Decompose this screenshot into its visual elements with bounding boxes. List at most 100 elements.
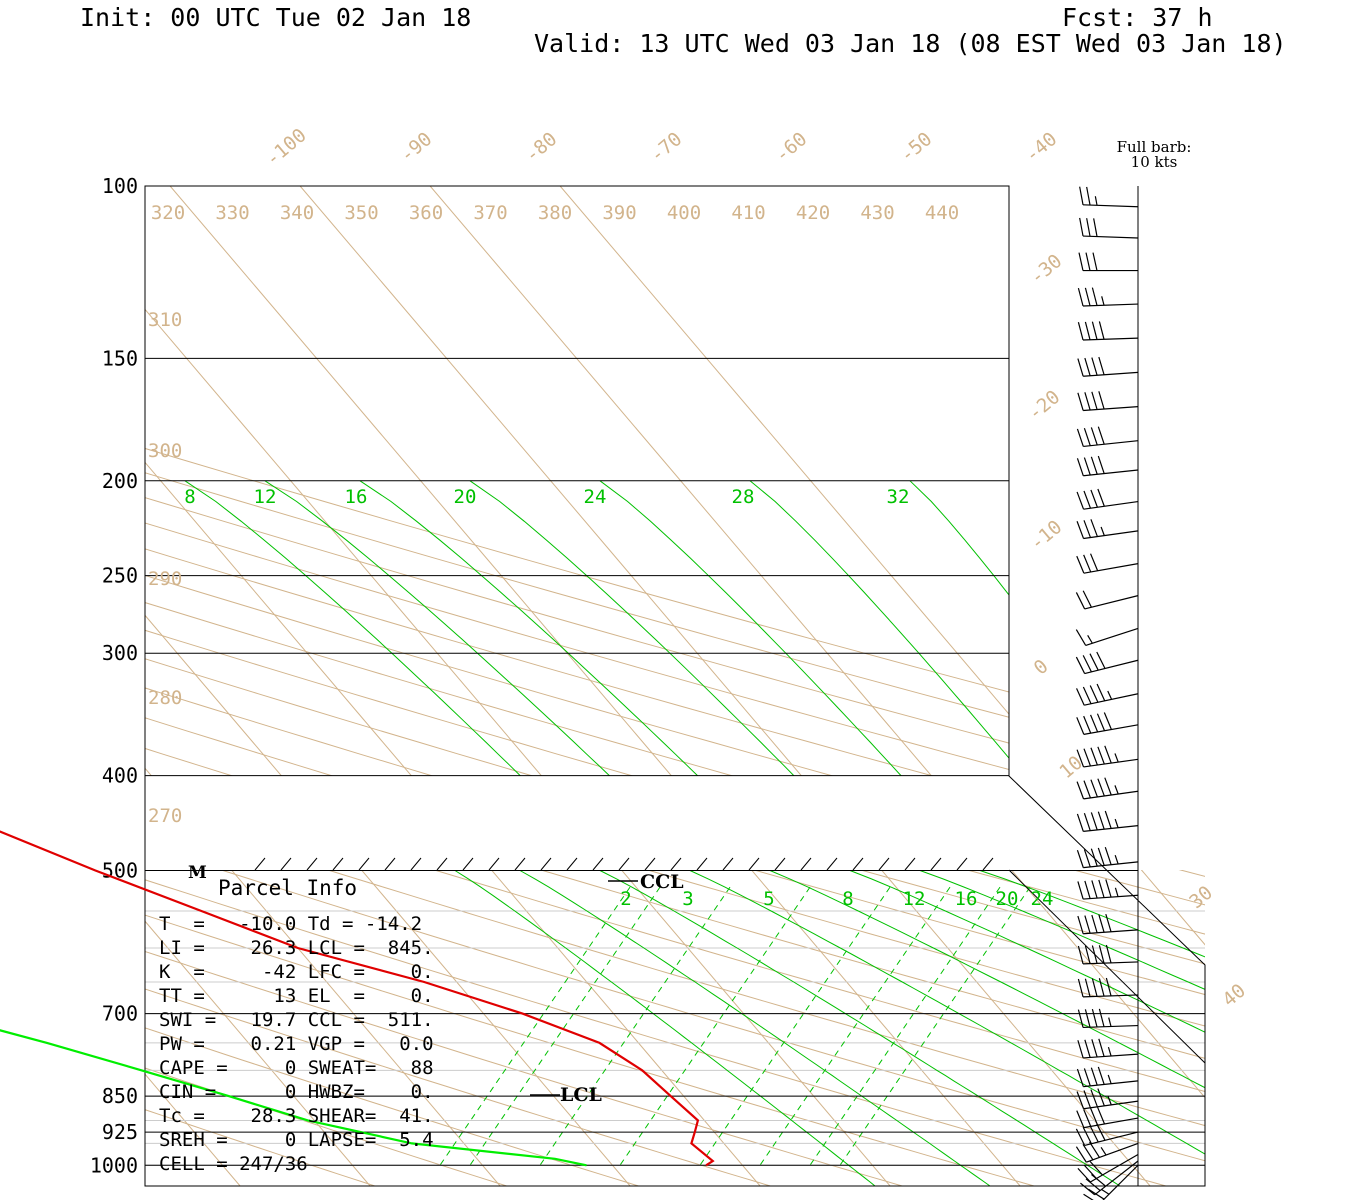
barb-feather	[1077, 287, 1084, 307]
mixing-ratio-label: 12	[254, 486, 277, 508]
barb-legend-units: 10 kts	[1131, 153, 1178, 171]
mixing-ratio-dashed	[759, 886, 951, 1166]
barb-feather	[1083, 457, 1091, 476]
theta-label: 340	[280, 202, 314, 224]
hatch-mark	[384, 857, 396, 871]
forecast-hour: Fcst: 37 h	[1062, 3, 1213, 32]
isotherm-line	[490, 870, 761, 1186]
mixing-ratio-label: 3	[682, 888, 693, 910]
barb-feather	[1090, 553, 1099, 571]
isotherm-line	[145, 614, 283, 776]
theta-label: 370	[473, 202, 507, 224]
mixing-ratio-label: 32	[887, 486, 910, 508]
wind-barb	[1075, 627, 1139, 646]
isotherm-label: 10	[1055, 752, 1087, 784]
wind-barb	[1075, 651, 1139, 675]
mixing-ratio-line	[454, 870, 876, 1186]
dry-adiabat-line	[145, 447, 1009, 693]
hatch-mark	[618, 857, 630, 871]
theta-label: 420	[796, 202, 830, 224]
hatch-mark	[488, 857, 500, 871]
barb-shaft	[1102, 1164, 1139, 1200]
wind-barb	[1077, 1008, 1139, 1029]
barb-shaft	[1083, 440, 1139, 448]
dry-adiabat-line	[145, 988, 771, 1186]
isotherm-line	[145, 461, 413, 776]
barb-feather	[1090, 1089, 1098, 1108]
barb-feather	[1097, 426, 1105, 445]
hatch-mark	[696, 857, 708, 871]
barb-feather	[1097, 746, 1105, 765]
theta-label: 390	[602, 202, 636, 224]
isotherm-line	[880, 870, 1151, 1186]
barb-feather	[1084, 945, 1091, 964]
mixing-ratio-line	[264, 480, 611, 776]
barb-feather	[1097, 1066, 1105, 1085]
wind-barb	[1077, 287, 1139, 307]
wind-barb	[1075, 1123, 1139, 1146]
barb-feather	[1082, 655, 1092, 673]
isotherm-label: -90	[396, 128, 436, 167]
hatch-mark	[566, 857, 578, 871]
mixing-ratio-label: 16	[345, 486, 368, 508]
barb-feather	[1086, 218, 1091, 237]
mixing-ratio-line	[979, 870, 1205, 958]
mixing-ratio-line	[689, 870, 1205, 1155]
barb-feather	[1103, 712, 1112, 730]
pressure-label-200: 200	[102, 469, 138, 493]
hatch-mark	[956, 857, 968, 871]
isotherm-line	[620, 870, 891, 1186]
barb-feather	[1096, 1106, 1106, 1125]
theta-label: 380	[538, 202, 572, 224]
wind-barb	[1077, 321, 1139, 341]
mixing-ratio-line	[919, 870, 1205, 990]
barb-feather	[1088, 1188, 1105, 1200]
barb-half-feather	[1094, 196, 1098, 206]
theta-label: 360	[409, 202, 443, 224]
parcel-info-row: Tc = 28.3 SHEAR= 41.	[159, 1105, 434, 1127]
barb-feather	[1078, 252, 1084, 271]
barb-feather	[1077, 1040, 1084, 1059]
barb-feather	[1091, 978, 1098, 997]
barb-feather	[1097, 778, 1105, 797]
isotherm-line	[750, 870, 1021, 1186]
isotherm-line	[230, 870, 501, 1186]
mixing-ratio-label: 24	[1031, 888, 1054, 910]
barb-feather	[1089, 1141, 1100, 1158]
barb-feather	[1086, 186, 1091, 206]
wind-barb	[1079, 186, 1139, 208]
barb-feather	[1092, 252, 1098, 271]
isotherm-label: -10	[1026, 516, 1066, 555]
barb-half-feather	[1107, 1096, 1112, 1106]
barb-feather	[1090, 427, 1098, 446]
isotherm-label: -50	[896, 128, 936, 167]
valid-time: Valid: 13 UTC Wed 03 Jan 18 (08 EST Wed …	[534, 29, 1287, 58]
barb-feather	[1075, 1146, 1087, 1163]
mixing-ratio-line	[469, 480, 795, 776]
dry-adiabat-line	[145, 914, 1035, 1186]
barb-feather	[1089, 685, 1099, 703]
barb-feather	[1104, 847, 1112, 865]
theta-label: 270	[148, 805, 182, 827]
barb-feather	[1076, 491, 1085, 510]
barb-feather	[1075, 656, 1086, 674]
dry-adiabat-line	[145, 1109, 375, 1186]
barb-feather	[1075, 629, 1087, 646]
barb-feather	[1085, 1178, 1101, 1191]
pressure-label-100: 100	[102, 174, 138, 198]
theta-label: 300	[148, 440, 182, 462]
parcel-info-row: CIN = 0 HWBZ= 0.	[159, 1081, 434, 1103]
ccl-label: CCL	[640, 871, 684, 893]
mixing-ratio-label: 28	[732, 486, 755, 508]
barb-half-feather	[1114, 855, 1119, 865]
wind-barb	[1078, 252, 1138, 272]
mixing-ratio-line	[769, 870, 1205, 1089]
wind-barb	[1076, 712, 1139, 735]
mixing-ratio-dashed	[839, 886, 1031, 1166]
barb-feather	[1096, 683, 1106, 702]
hatch-mark	[930, 857, 942, 871]
hatch-mark	[644, 857, 656, 871]
diagram-frame	[144, 185, 1206, 1187]
barb-feather	[1105, 977, 1112, 997]
